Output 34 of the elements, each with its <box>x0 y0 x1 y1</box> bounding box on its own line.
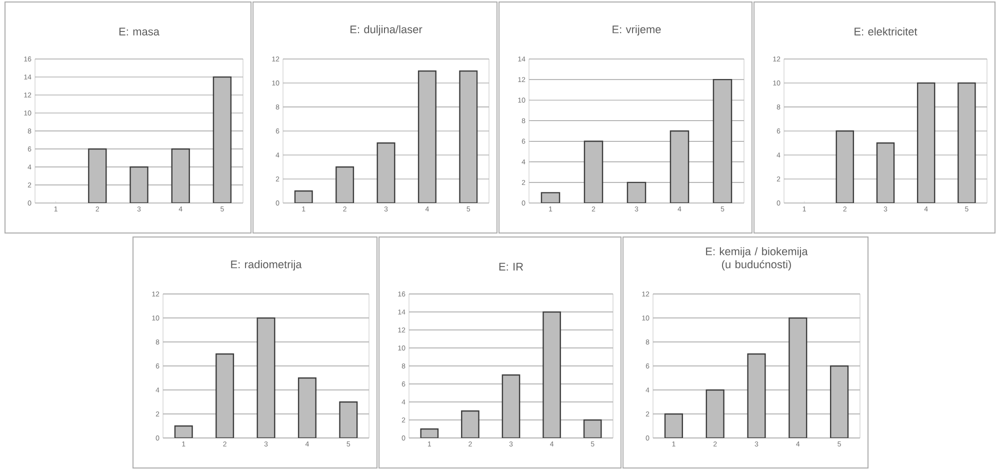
bar <box>584 140 604 203</box>
chart-title: E: elektricitet <box>854 27 918 36</box>
bar <box>916 82 936 203</box>
bar <box>298 377 316 438</box>
bar <box>216 353 234 438</box>
bar <box>336 166 354 203</box>
bar <box>958 82 976 203</box>
bar <box>376 142 396 203</box>
bar <box>706 389 724 438</box>
chart-title: E: kemija / biokemija (u budućnosti) <box>706 247 808 270</box>
bar <box>418 70 436 203</box>
bar <box>502 374 520 438</box>
bar <box>88 148 107 203</box>
chart-title: E: radiometrija <box>231 260 302 270</box>
bar <box>256 317 276 438</box>
chart-title: E: duljina/laser <box>350 25 422 36</box>
bar <box>171 148 190 203</box>
bar <box>542 311 561 438</box>
chart-title: E: masa <box>119 28 160 36</box>
bar <box>339 401 358 438</box>
bar <box>670 130 690 203</box>
bar <box>836 130 854 203</box>
bar <box>459 70 478 203</box>
bar <box>830 365 849 438</box>
bar <box>664 413 683 438</box>
bar <box>712 78 732 203</box>
bar <box>294 190 313 203</box>
bar <box>461 410 480 438</box>
chart-title: E: IR <box>499 262 524 270</box>
bar <box>212 76 232 203</box>
bar <box>876 142 895 203</box>
chart-title: E: vrijeme <box>612 25 661 36</box>
bar <box>788 317 808 438</box>
bar <box>747 353 766 438</box>
